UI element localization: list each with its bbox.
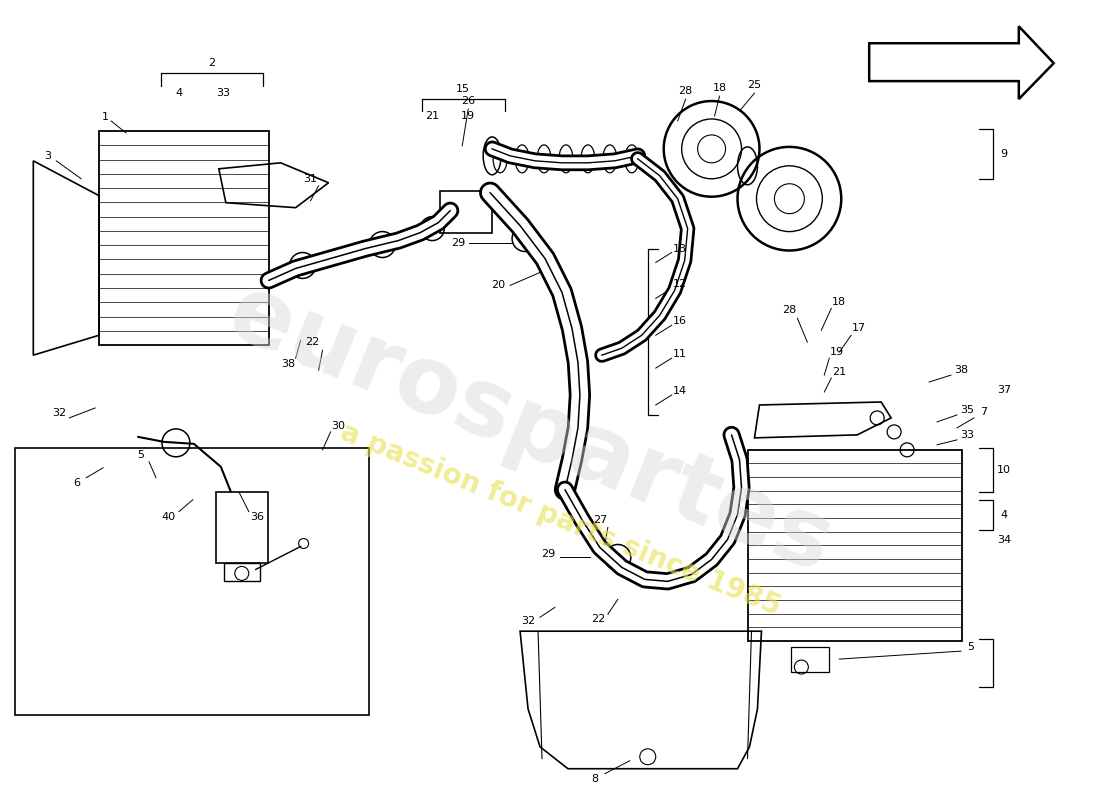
Text: 40: 40	[162, 511, 176, 522]
Text: 22: 22	[591, 614, 605, 624]
Bar	[223, 563, 260, 582]
Text: 1: 1	[101, 112, 109, 122]
Text: 19: 19	[830, 347, 845, 357]
Text: 14: 14	[672, 386, 686, 396]
Text: 26: 26	[461, 96, 475, 106]
Text: 4: 4	[1000, 510, 1008, 520]
Text: 10: 10	[997, 465, 1011, 474]
Text: 33: 33	[216, 88, 230, 98]
Text: 13: 13	[673, 243, 686, 254]
Text: 25: 25	[747, 80, 761, 90]
Text: 28: 28	[679, 86, 693, 96]
Text: 20: 20	[491, 280, 505, 290]
Text: 5: 5	[967, 642, 975, 652]
Text: 15: 15	[456, 84, 470, 94]
Text: 3: 3	[44, 151, 51, 161]
Text: 36: 36	[250, 511, 264, 522]
Bar	[99, 131, 268, 345]
Text: 8: 8	[592, 774, 598, 784]
Text: 16: 16	[673, 316, 686, 326]
Text: 34: 34	[997, 534, 1011, 545]
Text: 38: 38	[954, 365, 968, 375]
Text: 21: 21	[426, 111, 439, 121]
Text: 35: 35	[960, 405, 974, 415]
Text: 18: 18	[833, 298, 846, 307]
Text: 38: 38	[282, 359, 296, 369]
Bar	[748, 450, 962, 641]
Bar	[791, 647, 829, 672]
Text: 32: 32	[52, 408, 66, 418]
Text: 12: 12	[672, 279, 686, 290]
Text: a passion for parts since 1985: a passion for parts since 1985	[336, 418, 784, 621]
Text: 4: 4	[175, 88, 183, 98]
Text: 7: 7	[980, 407, 988, 417]
Text: 30: 30	[331, 421, 345, 431]
Text: 32: 32	[521, 616, 535, 626]
Text: 33: 33	[960, 430, 974, 440]
Text: eurospartes: eurospartes	[214, 267, 845, 593]
Text: 28: 28	[782, 306, 796, 315]
Text: 31: 31	[304, 174, 318, 184]
Text: 9: 9	[1000, 149, 1008, 159]
Bar	[440, 190, 492, 233]
Text: 19: 19	[461, 111, 475, 121]
Text: 6: 6	[74, 478, 80, 488]
Text: 22: 22	[306, 338, 320, 347]
Text: 29: 29	[451, 238, 465, 247]
Text: 29: 29	[541, 550, 556, 559]
Text: 11: 11	[673, 349, 686, 359]
Text: 5: 5	[138, 450, 144, 460]
Bar	[216, 492, 267, 563]
Text: 27: 27	[593, 514, 607, 525]
Text: 17: 17	[852, 323, 867, 334]
Text: 37: 37	[997, 385, 1011, 395]
Text: 18: 18	[713, 83, 727, 93]
Text: 21: 21	[833, 367, 846, 377]
Text: 2: 2	[208, 58, 216, 68]
Bar	[15, 448, 370, 715]
